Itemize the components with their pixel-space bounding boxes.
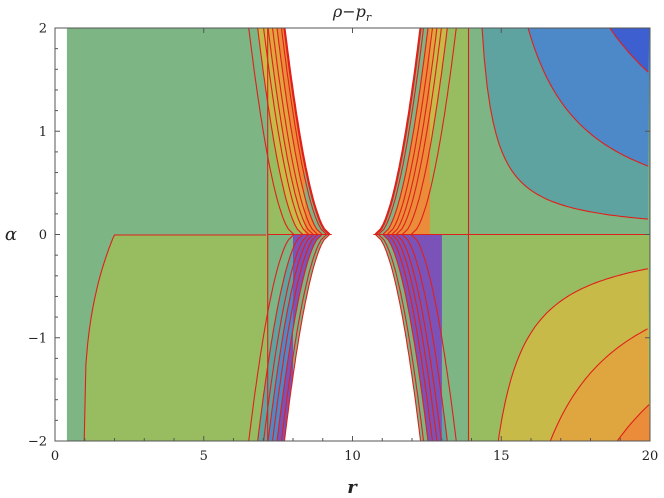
axis-ticks: 0 5 10 15 20 −2 −1 0 1 2 — [28, 22, 658, 465]
region-funnel-lower-right-2 — [382, 234, 442, 441]
contour-lower-left — [83, 234, 267, 441]
contour-funnel-ur-6 — [378, 28, 425, 235]
chart-title: ρ−pr — [332, 2, 372, 24]
contour-funnel-ul-6 — [280, 28, 327, 235]
contour-funnel-ul-5 — [276, 28, 323, 235]
contour-upper-right-1 — [527, 28, 649, 167]
contour-funnel-ll-4 — [271, 234, 318, 441]
contour-funnel-ll-2 — [263, 234, 310, 441]
x-tick-label-4: 20 — [642, 449, 659, 464]
region-funnel-upper-right-2 — [382, 28, 430, 235]
y-axis-title: α — [5, 224, 17, 245]
region-upper-right-deep-blue — [609, 28, 650, 73]
contour-funnel-ll-6 — [280, 234, 327, 441]
contour-funnel-ll-1 — [257, 234, 304, 441]
contour-funnel-ur-1 — [401, 28, 448, 235]
contour-funnel-ur-4 — [387, 28, 434, 235]
contour-upper-right-0 — [481, 28, 648, 220]
contour-upper-right-2 — [609, 28, 649, 73]
y-tick-label-3: 1 — [39, 125, 47, 140]
region-funnel-upper-right-0 — [401, 28, 448, 235]
region-excluded-neck — [330, 231, 375, 238]
contour-funnel-ul-3 — [267, 28, 314, 235]
contour-funnel-lr-1 — [401, 234, 448, 441]
contour-funnel-ll-5 — [276, 234, 323, 441]
contour-funnel-ll-3 — [267, 234, 314, 441]
contour-funnel-ul-2 — [263, 28, 310, 235]
contour-funnel-lr-5 — [382, 234, 429, 441]
x-tick-label-3: 15 — [493, 449, 510, 464]
contour-funnel-ur-5 — [382, 28, 429, 235]
region-lower-right-orange — [550, 328, 650, 441]
y-tick-label-2: 0 — [39, 228, 47, 243]
contour-lower-right-0 — [497, 268, 648, 441]
contour-funnel-lr-2 — [395, 234, 442, 441]
contour-funnel-ul-0 — [248, 28, 295, 235]
contour-funnel-lr-4 — [387, 234, 434, 441]
contour-funnel-ur-2 — [395, 28, 442, 235]
contour-funnel-ll-7 — [283, 234, 330, 441]
chart-title-subscript: r — [366, 11, 372, 24]
contour-funnel-ur-7 — [374, 28, 422, 236]
contour-funnel-ul-4 — [271, 28, 318, 235]
contour-funnel-ul-7 — [283, 28, 331, 236]
contour-funnel-ul-1 — [257, 28, 304, 235]
contour-funnel-lr-3 — [391, 234, 438, 441]
x-tick-label-0: 0 — [51, 449, 59, 464]
contour-funnel-ur-3 — [391, 28, 438, 235]
contour-funnel-ll-0 — [248, 234, 295, 441]
region-lower-left-band — [84, 235, 268, 441]
region-excluded-lower — [284, 234, 421, 441]
y-tick-label-0: −2 — [28, 435, 47, 450]
contour-funnel-lr-7 — [375, 234, 422, 441]
x-tick-label-1: 5 — [200, 449, 208, 464]
contour-funnel-ur-0 — [410, 28, 457, 235]
contour-funnel-lr-6 — [378, 234, 425, 441]
x-axis-title: r — [347, 477, 358, 498]
contour-regions — [66, 28, 650, 441]
y-tick-label-1: −1 — [28, 331, 47, 346]
x-tick-label-2: 10 — [344, 449, 361, 464]
contour-lower-right-2 — [616, 404, 650, 441]
region-upper-right-blue — [528, 28, 650, 167]
region-lower-right-deep-orange — [617, 404, 650, 441]
contour-funnel-lr-0 — [410, 234, 457, 441]
contour-lines — [83, 28, 650, 441]
contour-lower-right-1 — [549, 328, 648, 441]
y-tick-label-4: 2 — [39, 22, 47, 37]
